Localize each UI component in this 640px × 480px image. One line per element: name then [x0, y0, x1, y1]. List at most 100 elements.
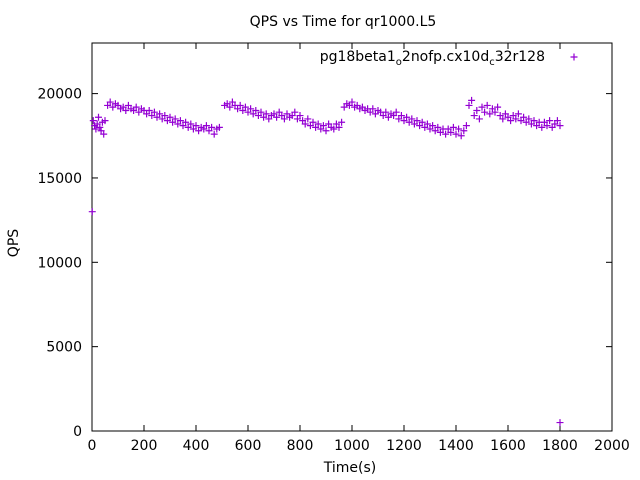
data-point [483, 101, 491, 109]
data-point [403, 113, 411, 121]
data-point [156, 110, 164, 118]
data-point [546, 117, 554, 125]
y-tick-label: 20000 [37, 87, 82, 103]
data-point [89, 117, 97, 125]
y-axis-ticks: 0 5000 10000 15000 20000 [37, 87, 612, 440]
data-point [397, 112, 405, 120]
data-point [171, 115, 179, 123]
data-point [468, 96, 476, 104]
data-point [304, 115, 312, 123]
data-point [106, 98, 114, 106]
data-point [447, 128, 455, 136]
legend: pg18beta1o2nofp.cx10dc32r128 [320, 49, 578, 68]
x-tick-label: 400 [183, 438, 210, 454]
y-tick-label: 5000 [46, 340, 82, 356]
data-point [257, 108, 265, 116]
data-point [465, 101, 473, 109]
x-tick-label: 1000 [334, 438, 370, 454]
x-tick-label: 200 [131, 438, 158, 454]
data-point [122, 106, 130, 114]
data-point [335, 123, 343, 131]
data-point [392, 108, 400, 116]
data-point [507, 117, 515, 125]
data-point [338, 118, 346, 126]
data-point [314, 120, 322, 128]
data-point [95, 113, 102, 121]
data-point [457, 132, 465, 140]
x-tick-label: 1200 [386, 438, 422, 454]
data-point [182, 118, 190, 126]
data-point [309, 118, 317, 126]
x-tick-label: 1600 [490, 438, 526, 454]
x-tick-label: 1400 [438, 438, 474, 454]
data-point [553, 117, 561, 125]
data-point [88, 208, 96, 216]
chart-title: QPS vs Time for qr1000.L5 [250, 14, 437, 30]
data-point [319, 122, 327, 130]
y-axis-label: QPS [6, 229, 22, 257]
data-point [202, 122, 210, 130]
data-point [100, 130, 108, 138]
x-tick-label: 1800 [542, 438, 578, 454]
data-point [512, 115, 520, 123]
data-point [280, 115, 288, 123]
data-point [449, 123, 457, 131]
data-point [408, 115, 416, 123]
data-point [369, 105, 377, 113]
x-tick-label: 800 [287, 438, 314, 454]
y-tick-label: 15000 [37, 171, 82, 187]
data-point [475, 115, 483, 123]
data-point [413, 117, 421, 125]
data-point [514, 110, 522, 118]
data-point [166, 113, 174, 121]
data-point [473, 106, 481, 114]
x-axis-label: Time(s) [323, 460, 376, 476]
legend-label-part: 2nofp.cx10d [402, 49, 489, 65]
data-point [192, 122, 200, 130]
data-point [161, 112, 169, 120]
data-point [452, 130, 460, 138]
data-point [478, 103, 486, 111]
data-point [556, 419, 564, 427]
data-point [262, 110, 270, 118]
data-point [525, 115, 533, 123]
x-axis-ticks: 0 200 400 600 800 1000 1200 1400 1600 1800 2000 [88, 43, 630, 454]
data-point [423, 120, 431, 128]
data-point [499, 115, 507, 123]
y-tick-label: 10000 [37, 255, 82, 271]
legend-label-subscript: o [396, 57, 402, 68]
data-point [101, 117, 109, 125]
data-point [429, 122, 437, 130]
data-point [460, 127, 468, 135]
data-point [236, 101, 244, 109]
data-point [241, 103, 249, 111]
data-point [92, 125, 100, 133]
x-tick-label: 2000 [594, 438, 630, 454]
data-point [520, 113, 528, 121]
data-point [291, 108, 299, 116]
x-tick-label: 0 [88, 438, 97, 454]
data-points [88, 96, 564, 427]
data-point [247, 105, 255, 113]
data-point [418, 118, 426, 126]
data-point [538, 123, 546, 131]
data-point [150, 108, 158, 116]
legend-label-part: 32r128 [495, 49, 545, 65]
data-point [382, 108, 390, 116]
data-point [556, 122, 564, 130]
data-point [132, 103, 140, 111]
data-point [176, 117, 184, 125]
data-point [301, 120, 309, 128]
data-point [145, 106, 153, 114]
data-point [226, 103, 234, 111]
data-point [296, 112, 304, 120]
data-point [210, 130, 218, 138]
x-tick-label: 600 [235, 438, 262, 454]
data-point [322, 127, 330, 135]
data-point [434, 123, 442, 131]
legend-label-part: pg18beta1 [320, 49, 396, 65]
data-point [215, 123, 223, 131]
data-point [494, 103, 502, 111]
data-point [96, 123, 104, 131]
